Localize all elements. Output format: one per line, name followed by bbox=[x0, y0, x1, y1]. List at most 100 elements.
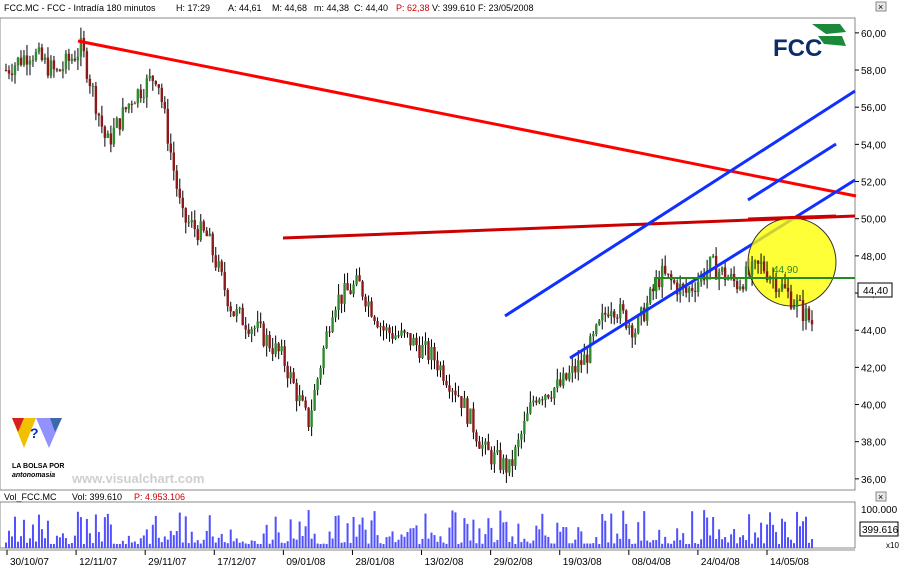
volume-bar bbox=[154, 515, 157, 548]
candle-body bbox=[628, 325, 631, 329]
candle-body bbox=[130, 103, 134, 105]
volume-bar bbox=[7, 530, 10, 548]
candle-body bbox=[127, 103, 131, 110]
volume-bar bbox=[532, 540, 535, 548]
volume-bar bbox=[160, 542, 163, 548]
candle-body bbox=[241, 307, 244, 326]
volume-bar bbox=[406, 532, 409, 548]
candle-body bbox=[687, 288, 691, 293]
volume-axis-tick: 100.000 bbox=[861, 505, 898, 516]
candle-body bbox=[660, 265, 664, 288]
volume-bar bbox=[427, 538, 430, 548]
candle-body bbox=[103, 126, 107, 138]
x-tick-label: 17/12/07 bbox=[217, 557, 256, 568]
close-volume-button[interactable]: × bbox=[875, 491, 887, 502]
volume-bar bbox=[130, 542, 133, 548]
candle-body bbox=[154, 81, 158, 85]
candle-body bbox=[634, 332, 637, 338]
volume-bar bbox=[148, 543, 151, 548]
volume-bar bbox=[361, 517, 364, 548]
volume-bar bbox=[619, 538, 622, 548]
candle-body bbox=[25, 55, 29, 65]
volume-bar bbox=[730, 534, 733, 548]
volume-bar bbox=[763, 543, 766, 548]
candle-body bbox=[520, 433, 523, 440]
close-button[interactable]: × bbox=[875, 1, 887, 12]
candle-body bbox=[46, 57, 50, 76]
fcc-logo: FCC bbox=[773, 24, 846, 62]
volume-bar bbox=[640, 540, 643, 548]
volume-bar bbox=[718, 529, 721, 548]
volume-bar bbox=[73, 535, 76, 548]
volume-bar bbox=[313, 533, 316, 548]
candle-body bbox=[334, 309, 337, 318]
volume-bar bbox=[421, 538, 424, 548]
y-tick-label: 54,00 bbox=[861, 140, 886, 151]
candle-body bbox=[55, 69, 59, 71]
candle-body bbox=[148, 75, 152, 79]
volume-bar bbox=[793, 543, 796, 548]
volume-bar bbox=[127, 535, 130, 548]
volume-bars bbox=[5, 510, 813, 548]
volume-bar bbox=[439, 536, 442, 548]
candle-body bbox=[490, 450, 493, 465]
candle-body bbox=[310, 410, 313, 428]
candle-body bbox=[31, 59, 35, 61]
candle-body bbox=[729, 273, 733, 278]
candle-body bbox=[631, 325, 634, 338]
chart-header-high: M: 44,68 bbox=[272, 3, 307, 13]
volume-bar bbox=[607, 542, 610, 548]
volume-bar bbox=[610, 513, 613, 548]
candle-body bbox=[70, 58, 74, 61]
candle-body bbox=[466, 398, 469, 424]
volume-bar bbox=[712, 517, 715, 548]
volume-bar bbox=[184, 516, 187, 548]
candle-body bbox=[780, 284, 784, 291]
volume-bar bbox=[298, 521, 301, 548]
x-tick-label: 29/11/07 bbox=[148, 557, 187, 568]
chart-header-p: P: 62,38 bbox=[396, 3, 430, 13]
candle-body bbox=[514, 447, 517, 466]
candle-body bbox=[553, 387, 556, 399]
volume-bar bbox=[691, 511, 694, 548]
candle-body bbox=[208, 233, 211, 237]
candle-body bbox=[550, 397, 553, 399]
volume-bar bbox=[805, 516, 808, 548]
volume-bar bbox=[484, 534, 487, 548]
volume-bar bbox=[613, 543, 616, 548]
candle-body bbox=[720, 267, 724, 272]
volume-bar bbox=[496, 540, 499, 548]
candle-body bbox=[532, 400, 535, 403]
y-tick-label: 60,00 bbox=[861, 29, 886, 40]
candle-body bbox=[592, 334, 595, 337]
volume-bar bbox=[178, 512, 181, 548]
volume-bar bbox=[592, 543, 595, 548]
candle-body bbox=[651, 288, 655, 292]
date-axis: 30/10/07 12/11/07 29/11/07 17/12/07 09/01/08… bbox=[0, 549, 855, 568]
volume-bar bbox=[631, 544, 634, 548]
volume-bar bbox=[571, 543, 574, 548]
volume-bar bbox=[259, 544, 262, 548]
candle-body bbox=[85, 51, 89, 79]
candle-body bbox=[217, 261, 220, 268]
x-tick-label: 13/02/08 bbox=[425, 557, 464, 568]
candle-body bbox=[442, 365, 445, 381]
chart-header-low: m: 44,38 bbox=[314, 3, 349, 13]
candle-body bbox=[13, 65, 17, 76]
candle-body bbox=[723, 267, 727, 281]
candle-body bbox=[100, 115, 104, 127]
volume-bar bbox=[745, 540, 748, 548]
candle-body bbox=[91, 85, 95, 87]
chart-header-hour: H: 17:29 bbox=[176, 3, 210, 13]
candle-body bbox=[529, 402, 532, 414]
volume-bar bbox=[304, 526, 307, 548]
volume-bar bbox=[40, 529, 43, 548]
volume-bar bbox=[67, 543, 70, 548]
candle-body bbox=[741, 286, 745, 290]
candle-body bbox=[672, 280, 676, 283]
volume-bar bbox=[577, 527, 580, 548]
candle-body bbox=[88, 78, 92, 87]
volume-bar bbox=[604, 520, 607, 548]
chart-header-open: A: 44,61 bbox=[228, 3, 262, 13]
x-tick-label: 14/05/08 bbox=[770, 557, 809, 568]
